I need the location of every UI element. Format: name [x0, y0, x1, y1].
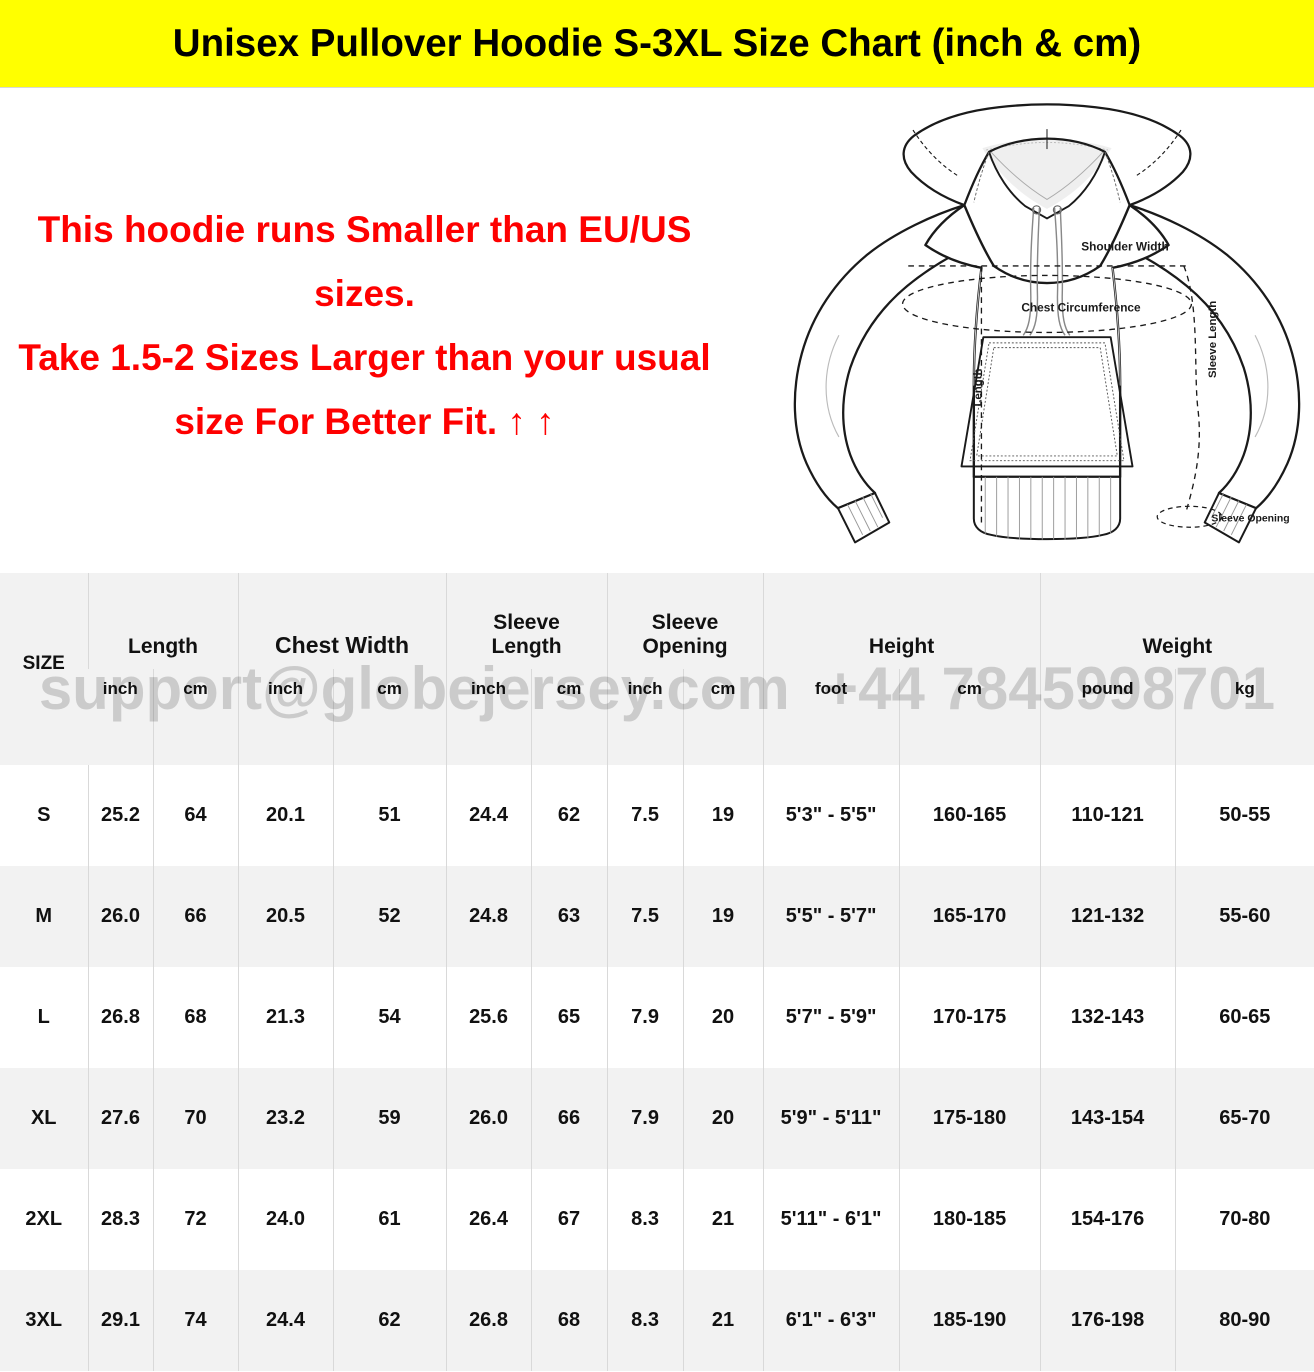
svg-text:Chest Circumference: Chest Circumference	[1021, 300, 1141, 314]
svg-text:Sleeve Length: Sleeve Length	[1207, 300, 1219, 377]
svg-text:Length: Length	[972, 368, 984, 406]
svg-text:Sleeve Opening: Sleeve Opening	[1211, 513, 1289, 524]
svg-text:Shoulder Width: Shoulder Width	[1081, 239, 1169, 253]
